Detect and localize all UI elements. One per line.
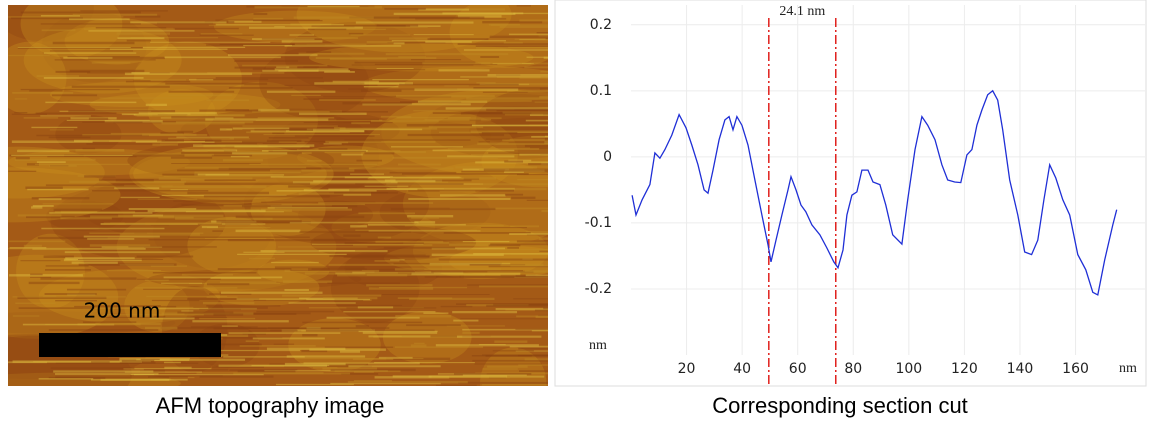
afm-blob — [213, 10, 376, 43]
afm-blob — [469, 117, 548, 145]
afm-blob — [55, 114, 122, 154]
afm-blob — [133, 148, 327, 201]
afm-blob — [362, 66, 548, 104]
afm-blob — [129, 144, 334, 204]
afm-blob — [309, 43, 534, 72]
afm-blob — [148, 269, 362, 290]
afm-blob — [204, 81, 318, 160]
afm-blob — [49, 81, 214, 108]
afm-blob — [8, 5, 94, 42]
afm-blob — [430, 106, 548, 159]
afm-blob — [288, 318, 381, 372]
afm-blob — [187, 216, 277, 275]
afm-blob — [310, 225, 477, 261]
afm-blob — [379, 189, 491, 235]
afm-blob — [23, 26, 182, 94]
afm-blob — [481, 135, 548, 188]
afm-blob — [116, 202, 337, 292]
chart: 0.2 0.1 0 -0.1 -0.2 20 40 60 80 100 120 140 160 nm nm 2… — [585, 4, 1145, 386]
afm-blob — [8, 146, 105, 199]
afm-blob — [64, 18, 170, 65]
y-axis-label: nm — [589, 338, 607, 353]
afm-blob — [243, 162, 430, 245]
afm-blob — [16, 233, 85, 309]
afm-blob — [344, 247, 443, 290]
afm-blob — [412, 222, 548, 280]
y-tick-label: 0.2 — [590, 17, 612, 33]
afm-blob — [8, 148, 191, 176]
afm-blob — [41, 11, 147, 83]
afm-background — [8, 5, 548, 386]
y-tick-label: -0.1 — [585, 215, 612, 231]
x-tick-label: 60 — [789, 361, 807, 377]
afm-blob — [297, 145, 394, 170]
chart-panel — [554, 0, 1147, 387]
scale-bar — [39, 333, 221, 357]
afm-blob — [267, 115, 380, 198]
afm-image — [8, 5, 548, 386]
afm-blob — [8, 372, 181, 386]
afm-blob — [203, 268, 320, 307]
afm-blob — [331, 211, 436, 244]
x-tick-label: 120 — [951, 361, 978, 377]
afm-blob — [8, 254, 119, 339]
x-tick-label: 160 — [1062, 361, 1089, 377]
afm-blob — [50, 183, 226, 260]
afm-blob — [8, 167, 121, 223]
afm-blob — [449, 245, 548, 277]
y-tick-label: 0 — [603, 149, 612, 165]
afm-blob — [284, 21, 426, 93]
afm-blob — [449, 5, 548, 69]
afm-blob — [480, 347, 547, 386]
afm-blob — [298, 200, 374, 230]
afm-blob — [8, 41, 67, 115]
afm-blob — [475, 89, 548, 156]
afm-blob — [305, 119, 492, 151]
scale-bar-label: 200 nm — [84, 299, 161, 323]
x-tick-label: 140 — [1007, 361, 1034, 377]
afm-blob — [124, 280, 190, 333]
x-tick-label: 80 — [844, 361, 862, 377]
afm-blob — [180, 108, 400, 153]
x-tick-label: 40 — [733, 361, 751, 377]
afm-blob — [296, 5, 512, 53]
afm-blob — [382, 311, 472, 364]
afm-blob — [20, 5, 123, 59]
y-tick-label: -0.2 — [585, 281, 612, 297]
afm-blob — [426, 93, 548, 150]
afm-blob — [127, 141, 335, 180]
afm-blob — [384, 240, 548, 276]
afm-blob — [38, 268, 221, 325]
data-line — [631, 89, 1118, 296]
x-tick-label: 20 — [678, 361, 696, 377]
afm-blob — [259, 46, 370, 119]
afm-blob — [80, 175, 268, 239]
afm-blob — [402, 161, 548, 247]
chart-caption: Corresponding section cut — [712, 393, 968, 418]
x-tick-label: 100 — [895, 361, 922, 377]
afm-blob — [257, 259, 330, 283]
afm-blob — [89, 92, 281, 118]
afm-blob — [381, 89, 548, 176]
image-caption: AFM topography image — [156, 393, 385, 418]
annotation: 24.1 nm — [779, 4, 825, 19]
afm-blob — [250, 182, 326, 236]
afm-blob — [133, 41, 242, 118]
afm-blob — [147, 89, 216, 135]
afm-blob — [45, 200, 124, 232]
afm-blob — [361, 110, 518, 198]
afm-blob — [152, 197, 272, 269]
afm-blob — [8, 311, 176, 335]
afm-blob — [330, 252, 420, 323]
x-axis-label: nm — [1119, 361, 1137, 376]
y-tick-label: 0.1 — [590, 83, 612, 99]
